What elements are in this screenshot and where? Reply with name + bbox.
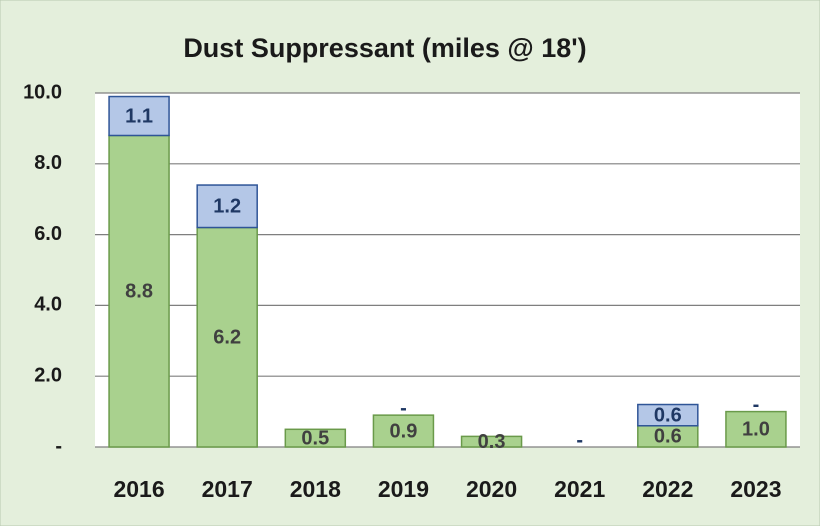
x-tick-label: 2016 bbox=[113, 476, 164, 502]
x-tick-label: 2023 bbox=[730, 476, 781, 502]
x-tick-label: 2020 bbox=[466, 476, 517, 502]
x-tick-label: 2022 bbox=[642, 476, 693, 502]
bar-segment bbox=[284, 428, 347, 448]
y-tick-label: - bbox=[55, 435, 62, 457]
data-label: 8.8 bbox=[125, 281, 153, 303]
y-tick-label: 6.0 bbox=[34, 223, 62, 245]
data-label: 0.3 bbox=[478, 431, 506, 453]
x-tick-label: 2021 bbox=[554, 476, 605, 502]
x-tick-label: 2017 bbox=[202, 476, 253, 502]
data-label: 1.0 bbox=[742, 419, 770, 441]
bar-segment bbox=[196, 184, 258, 229]
data-label: - bbox=[753, 394, 760, 416]
data-label: 0.5 bbox=[301, 427, 329, 449]
data-label: 1.1 bbox=[125, 105, 153, 127]
bar-segment bbox=[372, 414, 435, 448]
bar-segment bbox=[725, 410, 787, 448]
x-tick-label: 2019 bbox=[378, 476, 429, 502]
y-tick-label: 2.0 bbox=[34, 364, 62, 386]
x-tick-label: 2018 bbox=[290, 476, 341, 502]
data-label: - bbox=[400, 397, 407, 419]
bar-segment bbox=[637, 403, 699, 427]
y-tick-label: 8.0 bbox=[34, 152, 62, 174]
y-tick-label: 4.0 bbox=[34, 294, 62, 316]
bar-segment bbox=[460, 435, 523, 448]
data-label: - bbox=[576, 429, 583, 451]
bar-segment bbox=[108, 95, 170, 137]
data-label: 0.9 bbox=[390, 420, 418, 442]
chart-title: Dust Suppressant (miles @ 18') bbox=[183, 33, 586, 63]
y-tick-label: 10.0 bbox=[23, 81, 62, 103]
bar-segment bbox=[108, 134, 170, 448]
data-label: 0.6 bbox=[654, 426, 682, 448]
data-label: 6.2 bbox=[213, 327, 241, 349]
data-label: 0.6 bbox=[654, 404, 682, 426]
data-label: 1.2 bbox=[213, 196, 241, 218]
